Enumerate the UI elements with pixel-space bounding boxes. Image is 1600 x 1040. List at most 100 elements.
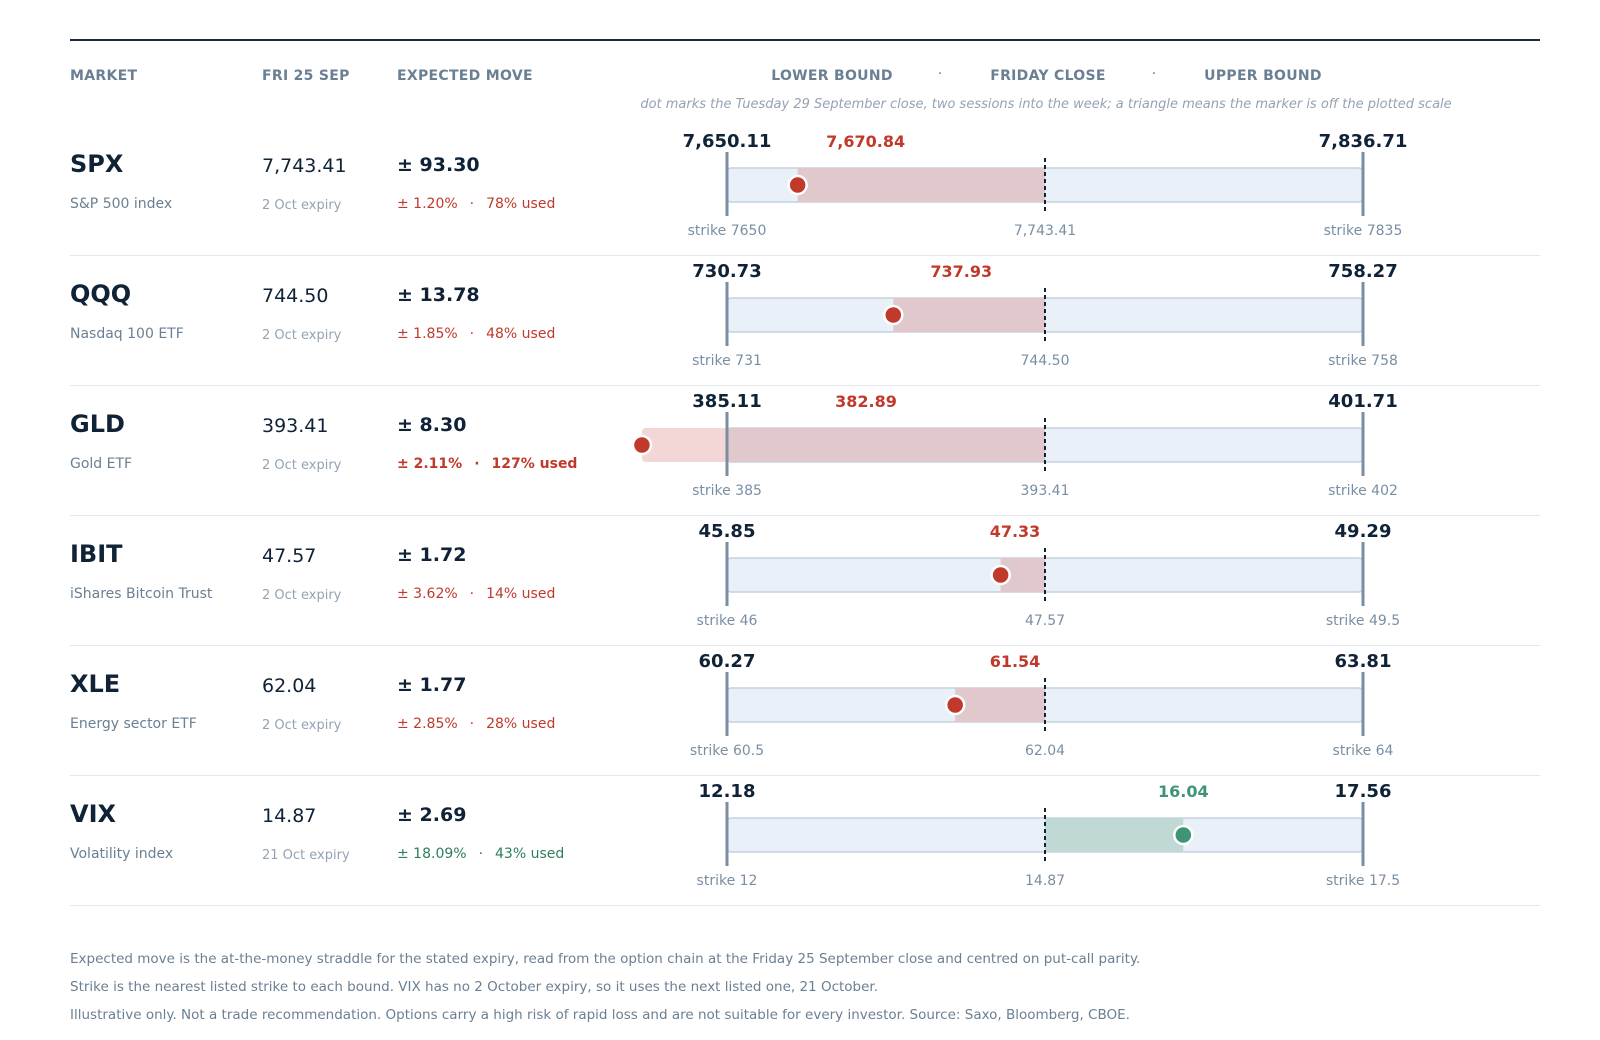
market-ticker: SPX [70,150,124,178]
overflow-band [641,428,731,462]
market-name: Gold ETF [70,456,133,472]
market-row: QQQ Nasdaq 100 ETF 744.50 2 Oct expiry ± 13.… [0,256,1600,386]
header-friday-close: FRIDAY CLOSE [990,68,1106,84]
move-range-band [955,688,1045,722]
market-ticker: VIX [70,800,117,828]
friday-close-value: 744.50 [262,285,329,307]
top-rule [70,39,1540,41]
lower-bound-label: 45.85 [699,521,756,542]
range-chart: 45.85 49.29 47.33 strike 46 47.57 strike 49.5 [697,521,1401,629]
footer-line-3: Illustrative only. Not a trade recommend… [70,1007,1130,1023]
market-row: IBIT iShares Bitcoin Trust 47.57 2 Oct expi… [0,516,1600,646]
expected-move-value: ± 1.72 [397,544,467,566]
move-used: 14% used [486,586,556,602]
move-used: 43% used [495,846,565,862]
expected-move-value: ± 8.30 [397,414,467,436]
market-row: VIX Volatility index 14.87 21 Oct expiry ± 2… [0,776,1600,906]
expected-move-detail: ± 1.20% · 78% used [397,196,555,212]
expiry-label: 2 Oct expiry [262,328,342,343]
header-market: MARKET [70,68,138,84]
upper-strike-label: strike 49.5 [1326,613,1400,629]
expiry-label: 21 Oct expiry [262,848,350,863]
market-name: Volatility index [70,846,174,862]
close-value-label: 47.57 [1025,613,1065,629]
expected-move-detail: ± 3.62% · 14% used [397,586,555,602]
move-percent: ± 18.09% [397,846,467,862]
tuesday-close-marker [1173,824,1194,846]
market-row: XLE Energy sector ETF 62.04 2 Oct expiry ± 1… [0,646,1600,776]
marker-value-label: 7,670.84 [826,132,905,151]
expected-move-value: ± 1.77 [397,674,467,696]
row-separator [70,645,1540,646]
row-separator [70,255,1540,256]
marker-value-label: 737.93 [930,262,992,281]
range-chart: 60.27 63.81 61.54 strike 60.5 62.04 strike 64 [690,651,1394,759]
footer-line-2: Strike is the nearest listed strike to e… [70,979,879,995]
lower-strike-label: strike 12 [697,873,758,889]
expected-move-value: ± 13.78 [397,284,480,306]
header-date: FRI 25 SEP [262,68,350,84]
lower-bound-label: 7,650.11 [683,131,772,152]
range-chart: 7,650.11 7,836.71 7,670.84 strike 7650 7,743… [683,131,1408,239]
range-chart: 730.73 758.27 737.93 strike 731 744.50 strike… [692,261,1398,369]
upper-strike-label: strike 758 [1328,353,1398,369]
tuesday-close-marker [944,694,966,716]
detail-separator: · [478,846,484,862]
marker-value-label: 382.89 [835,392,897,411]
tuesday-close-marker [990,564,1011,586]
detail-separator: · [469,326,475,342]
market-row: SPX S&P 500 index 7,743.41 2 Oct expiry ± 93… [0,126,1600,256]
friday-close-value: 47.57 [262,545,317,567]
move-percent: ± 3.62% [397,586,458,602]
lower-strike-label: strike 60.5 [690,743,764,759]
expiry-label: 2 Oct expiry [262,588,342,603]
market-ticker: GLD [70,410,125,438]
lower-bound-label: 12.18 [699,781,756,802]
move-used: 127% used [491,456,578,472]
move-used: 78% used [486,196,556,212]
move-used: 28% used [486,716,556,732]
move-percent: ± 2.85% [397,716,458,732]
detail-separator: · [469,716,475,732]
lower-strike-label: strike 7650 [688,223,767,239]
upper-strike-label: strike 17.5 [1326,873,1400,889]
footer-line-1: Expected move is the at-the-money stradd… [70,951,1141,967]
close-value-label: 7,743.41 [1014,223,1076,239]
upper-bound-label: 49.29 [1335,521,1392,542]
tuesday-close-marker [631,434,653,456]
move-percent: ± 1.85% [397,326,458,342]
lower-bound-label: 385.11 [692,391,761,412]
detail-separator: · [474,456,480,472]
upper-strike-label: strike 7835 [1324,223,1403,239]
close-value-label: 393.41 [1021,483,1070,499]
market-row: GLD Gold ETF 393.41 2 Oct expiry ± 8.30 ± 2.1… [0,386,1600,516]
header-upper-bound: UPPER BOUND [1204,68,1322,84]
friday-close-value: 393.41 [262,415,329,437]
range-chart: 385.11 401.71 382.89 strike 385 393.41 strike… [631,391,1398,499]
detail-separator: · [469,196,475,212]
row-separator [70,775,1540,776]
row-separator [70,515,1540,516]
marker-value-label: 16.04 [1158,782,1209,801]
lower-bound-label: 730.73 [692,261,761,282]
expected-move-detail: ± 2.11% · 127% used [397,456,577,472]
marker-value-label: 61.54 [990,652,1041,671]
upper-bound-label: 17.56 [1335,781,1392,802]
header-expected-move: EXPECTED MOVE [397,68,533,84]
expiry-label: 2 Oct expiry [262,718,342,733]
row-separator [70,385,1540,386]
range-chart: 12.18 17.56 16.04 strike 12 14.87 strike 17.5 [697,781,1401,889]
market-ticker: IBIT [70,540,123,568]
header-separator-1: · [937,66,943,82]
close-value-label: 62.04 [1025,743,1065,759]
move-percent: ± 2.11% [397,456,463,472]
market-name: Energy sector ETF [70,716,197,732]
expected-move-value: ± 2.69 [397,804,467,826]
close-value-label: 14.87 [1025,873,1065,889]
friday-close-value: 62.04 [262,675,317,697]
expiry-label: 2 Oct expiry [262,198,342,213]
move-range-band [893,298,1045,332]
expected-move-detail: ± 2.85% · 28% used [397,716,555,732]
move-percent: ± 1.20% [397,196,458,212]
detail-separator: · [469,586,475,602]
